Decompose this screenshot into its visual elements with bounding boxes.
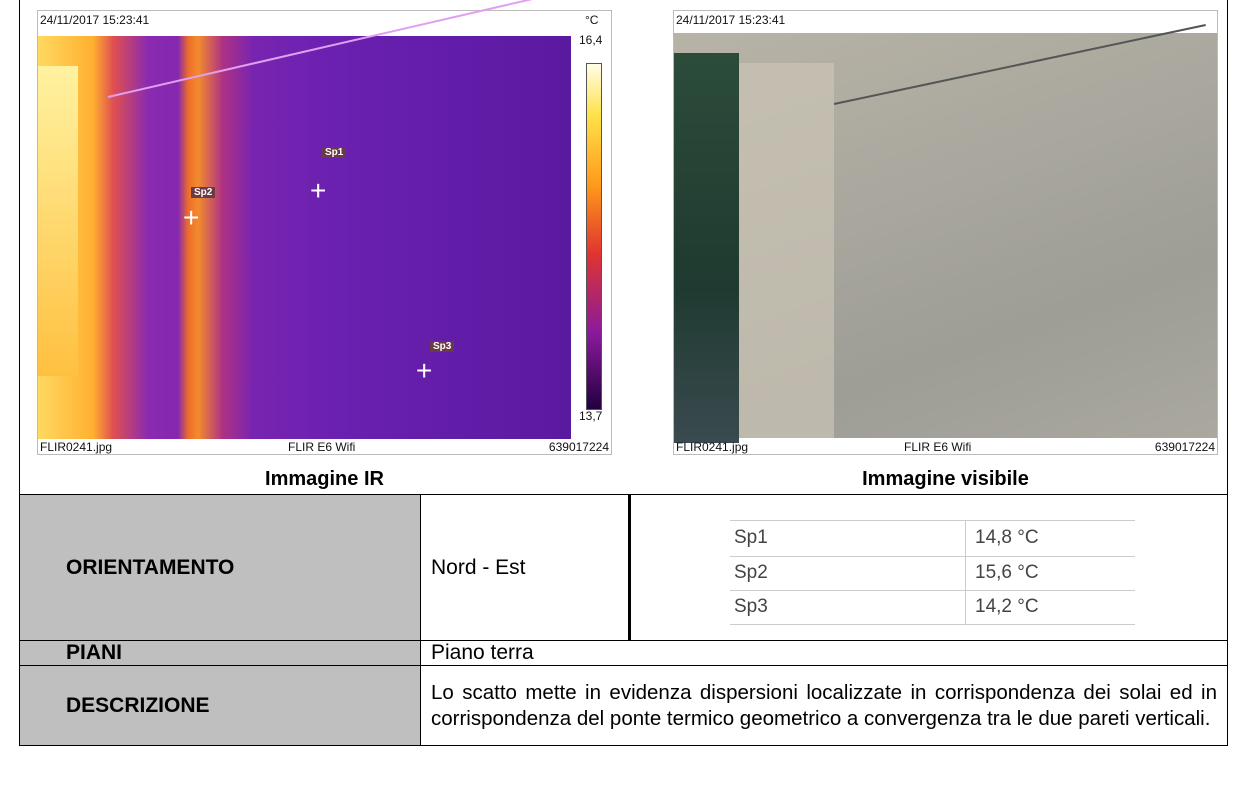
visible-serial: 639017224 — [1155, 440, 1215, 454]
ir-slab-line — [108, 0, 557, 98]
spots-cell — [628, 494, 1228, 641]
row-value: Nord - Est — [420, 494, 629, 641]
row-value: Lo scatto mette in evidenza dispersioni … — [420, 665, 1228, 746]
row-label: ORIENTAMENTO — [19, 494, 421, 641]
ir-window — [38, 66, 78, 376]
crosshair: + — [310, 177, 326, 205]
spot-label: Sp3 — [430, 341, 454, 352]
page: {"images": [ {"timestamp": "24/11/2017 1… — [0, 0, 1246, 792]
visible-slab-line — [834, 24, 1206, 105]
row-label: PIANI — [19, 640, 421, 666]
ir-serial: 639017224 — [549, 440, 609, 454]
visible-panel: 24/11/2017 15:23:41 FLIR0241.jpg FLIR E6… — [673, 10, 1218, 455]
spot-temp: 14,8 °C — [975, 527, 1039, 549]
visible-image — [674, 33, 1217, 438]
ir-unit: °C — [585, 13, 598, 27]
spot-name: Sp2 — [734, 562, 768, 584]
row-value: Piano terra — [420, 640, 1228, 666]
rule — [730, 590, 1135, 591]
visible-pillar — [739, 63, 834, 438]
crosshair: + — [416, 357, 432, 385]
spot-label: Sp2 — [191, 187, 215, 198]
spot-name: Sp1 — [734, 527, 768, 549]
ir-image — [38, 36, 571, 439]
ir-camera: FLIR E6 Wifi — [288, 440, 355, 454]
ir-timestamp: 24/11/2017 15:23:41 — [40, 13, 149, 27]
visible-camera: FLIR E6 Wifi — [904, 440, 971, 454]
rule — [730, 520, 1135, 521]
rule — [730, 624, 1135, 625]
spot-temp: 14,2 °C — [975, 596, 1039, 618]
ir-file: FLIR0241.jpg — [40, 440, 112, 454]
visible-timestamp: 24/11/2017 15:23:41 — [676, 13, 785, 27]
rule — [965, 520, 966, 624]
ir-scale-max: 16,4 — [579, 33, 602, 47]
spot-label: Sp1 — [322, 147, 346, 158]
visible-caption: Immagine visibile — [673, 468, 1218, 491]
visible-door — [674, 53, 739, 443]
visible-file: FLIR0241.jpg — [676, 440, 748, 454]
rule — [730, 556, 1135, 557]
ir-scale-min: 13,7 — [579, 409, 602, 423]
row-label: DESCRIZIONE — [19, 665, 421, 746]
spot-name: Sp3 — [734, 596, 768, 618]
spot-temp: 15,6 °C — [975, 562, 1039, 584]
ir-caption: Immagine IR — [37, 468, 612, 491]
ir-scale-bar — [586, 63, 602, 410]
ir-panel: 24/11/2017 15:23:41 °C 16,4 13,7 Sp1 + S… — [37, 10, 612, 455]
crosshair: + — [183, 204, 199, 232]
